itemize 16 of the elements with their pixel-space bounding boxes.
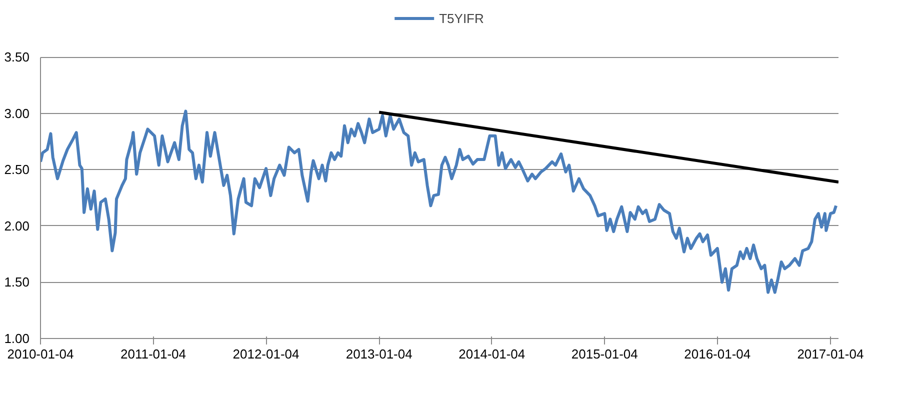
x-tick-label: 2012-01-04	[232, 346, 300, 362]
x-tick-label: 2013-01-04	[346, 346, 412, 362]
x-tick-label: 2016-01-04	[684, 346, 751, 362]
y-tick-label: 2.00	[4, 218, 30, 234]
line-series	[40, 110, 838, 294]
y-tick-label: 3.50	[4, 50, 30, 65]
legend-label: T5YIFR	[439, 10, 484, 26]
y-tick-label: 2.50	[4, 162, 30, 178]
x-tick-label: 2014-01-04	[458, 346, 526, 362]
x-tick-label: 2010-01-04	[7, 346, 74, 362]
x-tick-label: 2015-01-04	[571, 346, 638, 362]
y-tick-label: 1.50	[4, 274, 30, 290]
x-tick-label: 2017-01-04	[797, 346, 864, 362]
x-tick-label: 2011-01-04	[120, 346, 186, 362]
y-tick-label: 3.00	[4, 106, 30, 121]
y-tick-label: 1.00	[4, 331, 30, 346]
